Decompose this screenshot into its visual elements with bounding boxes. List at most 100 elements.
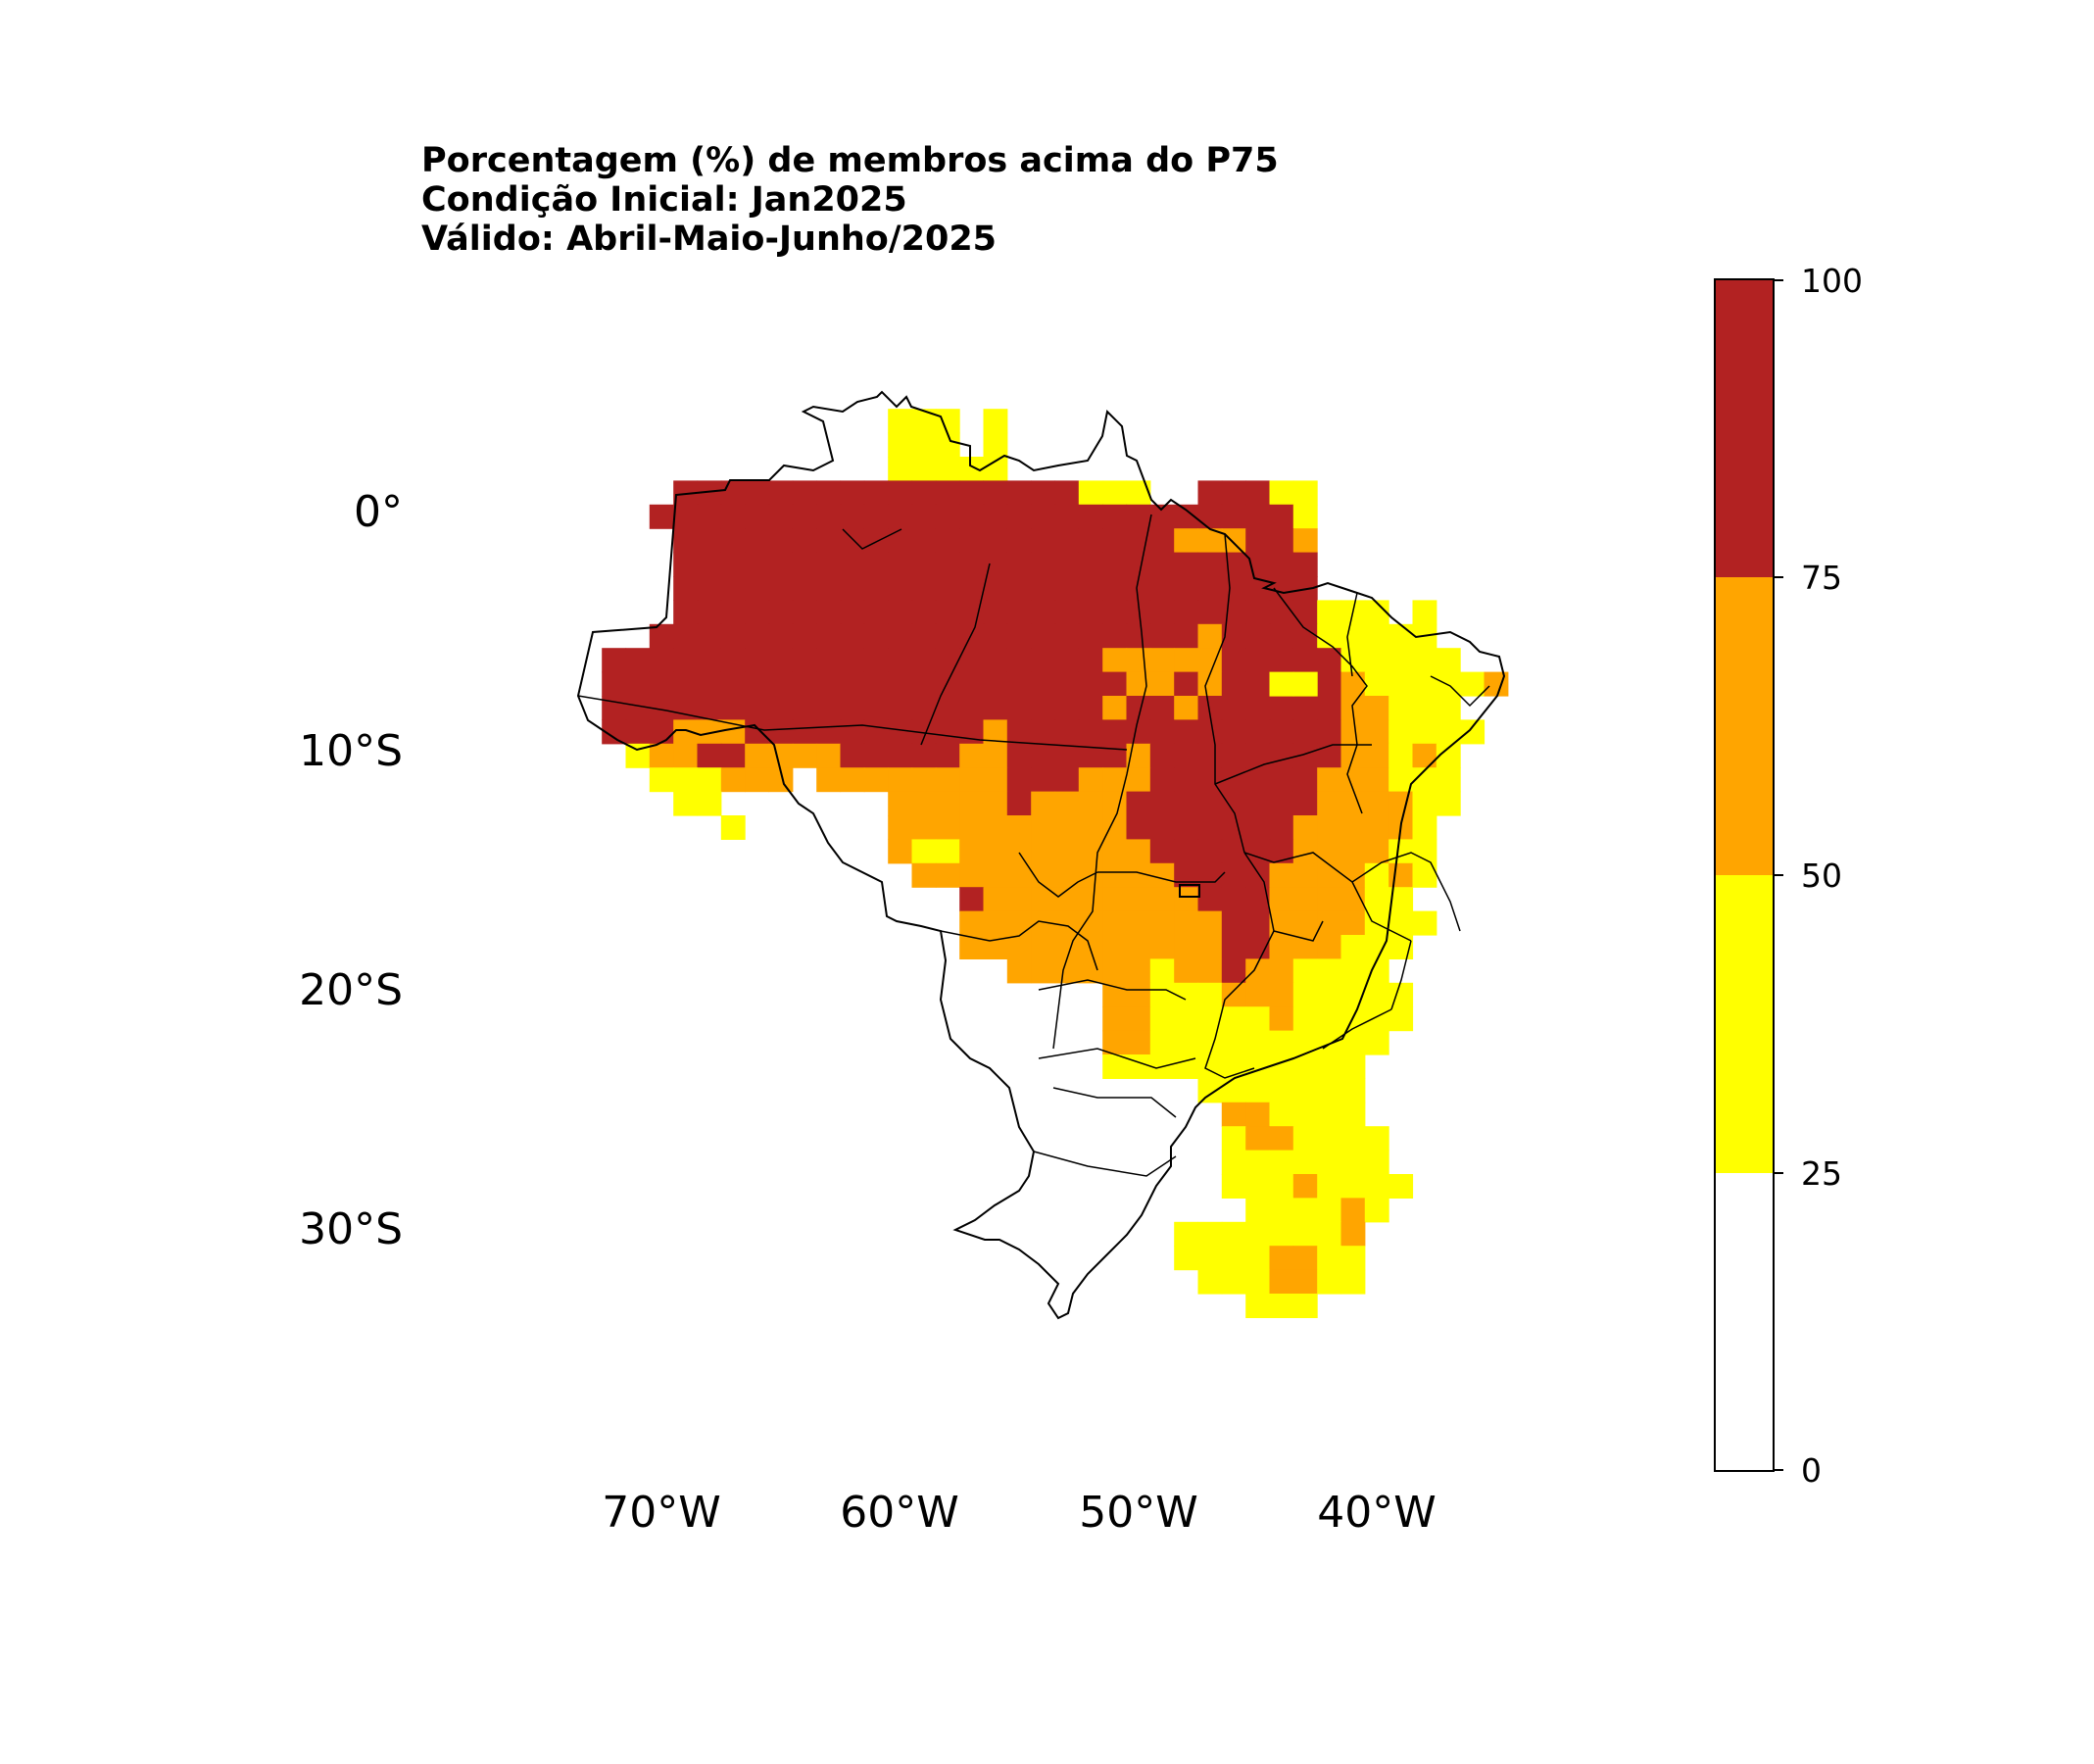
heatmap-cell <box>1078 671 1103 697</box>
heatmap-cell <box>1317 696 1342 720</box>
heatmap-cell <box>1149 528 1175 554</box>
heatmap-cell <box>1340 910 1366 936</box>
heatmap-cell <box>745 600 770 625</box>
heatmap-cell <box>1388 839 1414 864</box>
heatmap-cell <box>959 839 985 864</box>
heatmap-cell <box>792 623 817 649</box>
heatmap-cell <box>602 671 627 697</box>
heatmap-cell <box>1197 623 1223 649</box>
heatmap-cell <box>1174 935 1199 959</box>
heatmap-cell <box>888 576 913 601</box>
heatmap-cell <box>1221 1174 1246 1199</box>
heatmap-cell <box>792 552 817 577</box>
heatmap-cell <box>863 743 889 768</box>
heatmap-cell <box>1245 767 1271 793</box>
heatmap-cell <box>1054 887 1080 912</box>
heatmap-cell <box>1197 504 1223 529</box>
heatmap-cell <box>1245 1150 1271 1175</box>
heatmap-cell <box>1221 815 1246 840</box>
heatmap-cell <box>1031 480 1056 506</box>
heatmap-cell <box>1292 1198 1318 1223</box>
heatmap-cell <box>1436 648 1461 673</box>
heatmap-cell <box>1317 839 1342 864</box>
heatmap-cell <box>816 552 842 577</box>
heatmap-cell <box>1149 935 1175 959</box>
lat-label-10s: 10°S <box>299 726 403 776</box>
heatmap-cell <box>720 480 746 506</box>
heatmap-cell <box>1245 480 1271 506</box>
heatmap-cell <box>720 528 746 554</box>
heatmap-cell <box>888 696 913 720</box>
heatmap-cell <box>1292 480 1318 506</box>
heatmap-cell <box>1460 671 1485 697</box>
heatmap-cell <box>1221 648 1246 673</box>
heatmap-cell <box>1364 1150 1389 1175</box>
heatmap-cell <box>911 648 937 673</box>
heatmap-cell <box>1197 1246 1223 1271</box>
heatmap-cell <box>1174 958 1199 984</box>
heatmap-cell <box>625 696 651 720</box>
heatmap-cell <box>1006 791 1032 816</box>
heatmap-cell <box>1245 1102 1271 1127</box>
heatmap-cell <box>983 576 1008 601</box>
heatmap-cell <box>1078 528 1103 554</box>
heatmap-cell <box>1388 982 1414 1007</box>
heatmap-cell <box>1031 743 1056 768</box>
heatmap-cell <box>1317 1150 1342 1175</box>
heatmap-cell <box>816 576 842 601</box>
heatmap-cell <box>1102 528 1128 554</box>
heatmap-cell <box>1102 623 1128 649</box>
colorbar-tick-75: 75 <box>1801 559 1842 597</box>
heatmap-cell <box>1126 1030 1151 1055</box>
heatmap-cell <box>1245 982 1271 1007</box>
lon-label-60w: 60°W <box>840 1488 959 1538</box>
heatmap-cell <box>1031 504 1056 529</box>
heatmap-cell <box>935 767 960 793</box>
heatmap-cell <box>1317 1054 1342 1079</box>
heatmap-cell <box>863 552 889 577</box>
heatmap-cell <box>1245 696 1271 720</box>
heatmap-cell <box>745 648 770 673</box>
heatmap-cell <box>911 600 937 625</box>
heatmap-cell <box>911 432 937 458</box>
heatmap-cell <box>1436 791 1461 816</box>
heatmap-cell <box>792 504 817 529</box>
heatmap-cell <box>697 743 722 768</box>
heatmap-cell <box>1078 480 1103 506</box>
heatmap-cell <box>1149 887 1175 912</box>
lat-label-0: 0° <box>354 487 403 537</box>
heatmap-cell <box>1102 719 1128 745</box>
heatmap-cell <box>720 671 746 697</box>
heatmap-cell <box>1221 1221 1246 1247</box>
heatmap-cell <box>697 791 722 816</box>
heatmap-cell <box>840 600 865 625</box>
heatmap-cell <box>673 791 699 816</box>
heatmap-cell <box>911 862 937 888</box>
heatmap-cell <box>1197 1078 1223 1103</box>
heatmap-cell <box>697 528 722 554</box>
heatmap-cell <box>1292 767 1318 793</box>
heatmap-cell <box>768 504 794 529</box>
heatmap-cell <box>1292 1246 1318 1271</box>
heatmap-cell <box>1078 600 1103 625</box>
heatmap-cell <box>911 791 937 816</box>
heatmap-cell <box>1174 600 1199 625</box>
heatmap-cell <box>602 648 627 673</box>
heatmap-cell <box>1245 1269 1271 1295</box>
heatmap-cell <box>1388 791 1414 816</box>
heatmap-cell <box>673 623 699 649</box>
heatmap-cell <box>888 528 913 554</box>
heatmap-cell <box>888 432 913 458</box>
heatmap-cell <box>792 576 817 601</box>
heatmap-cell <box>745 480 770 506</box>
heatmap-cell <box>1126 623 1151 649</box>
heatmap-cell <box>1269 600 1294 625</box>
heatmap-cell <box>1006 528 1032 554</box>
heatmap-cell <box>1245 623 1271 649</box>
heatmap-cell <box>863 719 889 745</box>
heatmap-cell <box>1102 910 1128 936</box>
heatmap-cell <box>1364 839 1389 864</box>
heatmap-cell <box>1364 671 1389 697</box>
heatmap-cell <box>1364 791 1389 816</box>
